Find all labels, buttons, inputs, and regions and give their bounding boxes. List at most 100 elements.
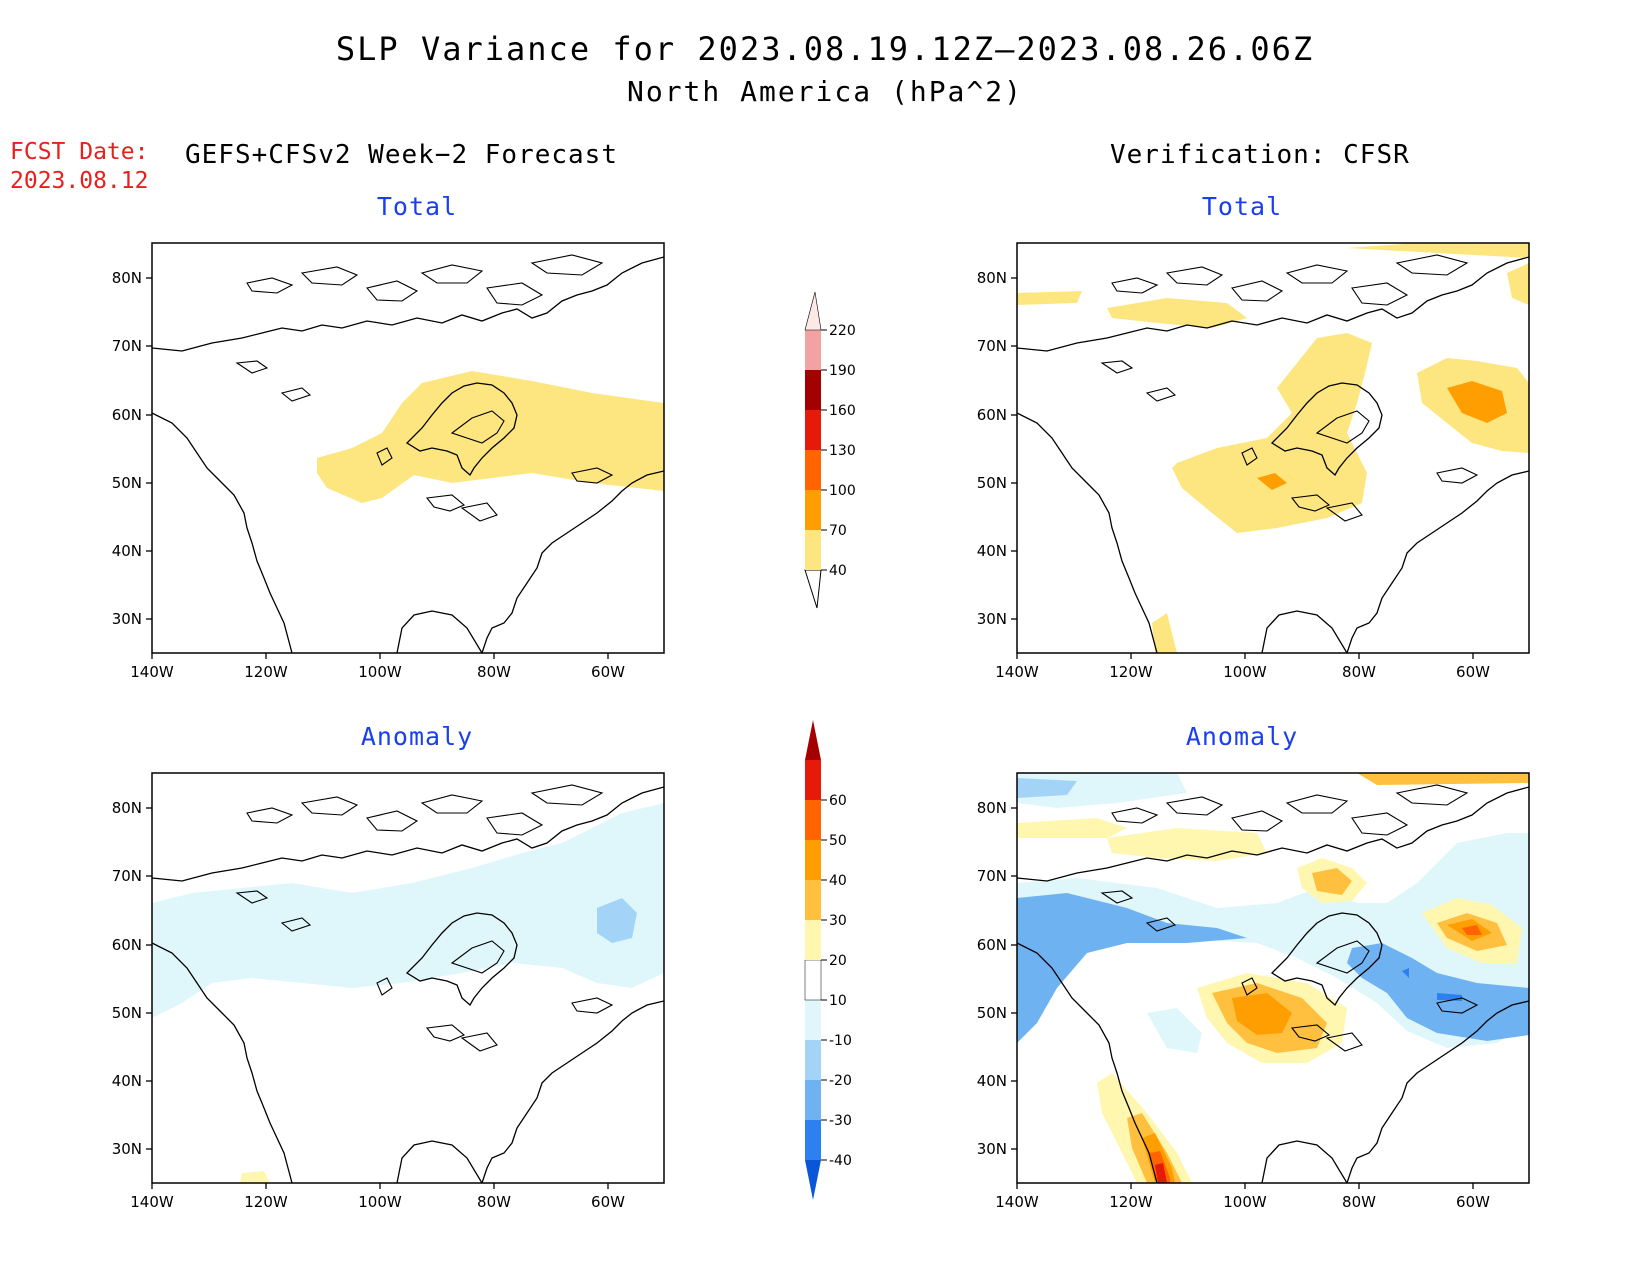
colorbar-total-upper-end xyxy=(804,291,822,331)
variance-contour-70 xyxy=(1447,381,1507,423)
colorbar-total-swatch xyxy=(805,530,821,570)
colorbar-anomaly-label: 20 xyxy=(829,953,847,969)
anomaly-contour-neg20 xyxy=(1347,943,1529,1041)
map-verification-total xyxy=(1016,242,1530,654)
fcst-date-block: FCST Date: 2023.08.12 xyxy=(10,138,148,196)
anomaly-contour-10 xyxy=(1017,818,1127,838)
variance-contour-40 xyxy=(1172,333,1372,533)
lat-tick-label: 40N xyxy=(112,1072,142,1090)
colorbar-anomaly-label: 60 xyxy=(829,793,847,809)
lat-tick-label: 60N xyxy=(977,936,1007,954)
lat-tick-label: 80N xyxy=(112,799,142,817)
lon-tick-label: 140W xyxy=(130,663,174,681)
lon-tick-label: 140W xyxy=(130,1193,174,1211)
colorbar-total-label: 160 xyxy=(829,403,856,419)
colorbar-anomaly-swatch xyxy=(805,840,821,880)
lat-tick-label: 60N xyxy=(112,406,142,424)
colorbar-anomaly-swatch xyxy=(805,1120,821,1160)
lat-tick-label: 60N xyxy=(977,406,1007,424)
colorbar-total-label: 190 xyxy=(829,363,856,379)
axis-labels: 80N 70N 60N 50N 40N 30N 140W 120W 100W 80W 60W 80N 7… xyxy=(112,269,1490,1211)
lat-tick-label: 70N xyxy=(112,337,142,355)
colorbar-total-swatch xyxy=(805,330,821,370)
lat-tick-label: 70N xyxy=(112,867,142,885)
main-subtitle: North America (hPa^2) xyxy=(626,75,1023,108)
anomaly-contour-10 xyxy=(1357,773,1529,785)
panel-title-forecast-anomaly: Anomaly xyxy=(360,722,474,751)
panel-title-verification-total: Total xyxy=(1201,192,1283,221)
colorbar-total-label: 220 xyxy=(829,323,856,339)
lat-tick-label: 50N xyxy=(977,1004,1007,1022)
colorbar-total-swatch xyxy=(805,410,821,450)
lon-tick-label: 80W xyxy=(477,663,511,681)
anomaly-contour-10 xyxy=(240,1171,270,1183)
colorbar-total-swatch xyxy=(805,490,821,530)
lon-tick-label: 120W xyxy=(244,663,288,681)
colorbar-anomaly-label: -10 xyxy=(829,1033,852,1049)
panel-title-verification-anomaly: Anomaly xyxy=(1185,722,1299,751)
lat-tick-label: 40N xyxy=(977,1072,1007,1090)
variance-contour-40 xyxy=(1017,291,1082,305)
colorbar-anomaly-label: -20 xyxy=(829,1073,852,1089)
colorbar-total-lower-end xyxy=(804,569,822,609)
colorbar-total-swatch xyxy=(805,370,821,410)
colorbar-total-swatch xyxy=(805,450,821,490)
colorbar-total-label: 40 xyxy=(829,563,847,579)
lat-tick-label: 30N xyxy=(112,1140,142,1158)
colorbar-anomaly-swatch xyxy=(804,959,822,1001)
lat-tick-label: 40N xyxy=(977,542,1007,560)
lat-tick-label: 70N xyxy=(977,337,1007,355)
forecast-header: GEFS+CFSv2 Week−2 Forecast xyxy=(185,140,618,170)
colorbar-total-label: 100 xyxy=(829,483,856,499)
lon-tick-label: 100W xyxy=(1223,1193,1267,1211)
colorbar-anomaly-label: 40 xyxy=(829,873,847,889)
anomaly-contour-neg20 xyxy=(597,898,637,943)
main-title: SLP Variance for 2023.08.19.12Z–2023.08.… xyxy=(335,30,1315,68)
variance-contour-70 xyxy=(1257,473,1287,490)
colorbar-anomaly: -40 -30 -20 -10 10 20 30 40 50 60 xyxy=(804,720,852,1200)
anomaly-contour-neg20 xyxy=(1017,778,1077,798)
lat-tick-label: 30N xyxy=(977,1140,1007,1158)
lat-tick-label: 50N xyxy=(112,1004,142,1022)
anomaly-contour-neg10 xyxy=(1147,1008,1202,1053)
lat-tick-label: 30N xyxy=(977,610,1007,628)
anomaly-contour-30 xyxy=(1232,993,1292,1035)
variance-contour-40 xyxy=(1107,298,1247,328)
lon-tick-label: 120W xyxy=(1109,1193,1153,1211)
lon-tick-label: 60W xyxy=(1456,663,1490,681)
lon-tick-label: 80W xyxy=(1342,1193,1376,1211)
colorbar-anomaly-label: 10 xyxy=(829,993,847,1009)
lon-tick-label: 100W xyxy=(1223,663,1267,681)
colorbar-total: 40 70 100 130 160 190 220 xyxy=(804,291,856,609)
colorbar-anomaly-lower-end xyxy=(805,1160,821,1200)
anomaly-contour-neg20 xyxy=(1017,893,1247,1043)
map-forecast-total xyxy=(151,242,665,654)
colorbar-total-label: 70 xyxy=(829,523,847,539)
anomaly-contour-20 xyxy=(1312,868,1352,895)
anomaly-contour-neg10 xyxy=(152,803,664,1018)
colorbar-anomaly-swatch xyxy=(805,800,821,840)
panel-title-forecast-total: Total xyxy=(376,192,458,221)
variance-contour-40 xyxy=(1507,263,1529,305)
lon-tick-label: 140W xyxy=(995,663,1039,681)
lat-tick-label: 30N xyxy=(112,610,142,628)
colorbar-anomaly-swatch xyxy=(805,1040,821,1080)
lon-tick-label: 80W xyxy=(477,1193,511,1211)
variance-contour-40 xyxy=(1347,243,1529,258)
colorbar-anomaly-swatch xyxy=(805,760,821,800)
colorbar-total-label: 130 xyxy=(829,443,856,459)
colorbar-anomaly-swatch xyxy=(805,920,821,960)
colorbar-anomaly-label: -40 xyxy=(829,1153,852,1169)
lon-tick-label: 60W xyxy=(591,663,625,681)
fcst-date-label: FCST Date: xyxy=(10,139,149,165)
lat-tick-label: 70N xyxy=(977,867,1007,885)
lat-tick-label: 50N xyxy=(112,474,142,492)
lat-tick-label: 40N xyxy=(112,542,142,560)
colorbar-anomaly-label: 30 xyxy=(829,913,847,929)
anomaly-contour-50 xyxy=(1155,1163,1167,1183)
map-verification-anomaly xyxy=(1016,772,1530,1184)
lon-tick-label: 100W xyxy=(358,1193,402,1211)
lat-tick-label: 80N xyxy=(977,799,1007,817)
lat-tick-label: 50N xyxy=(977,474,1007,492)
